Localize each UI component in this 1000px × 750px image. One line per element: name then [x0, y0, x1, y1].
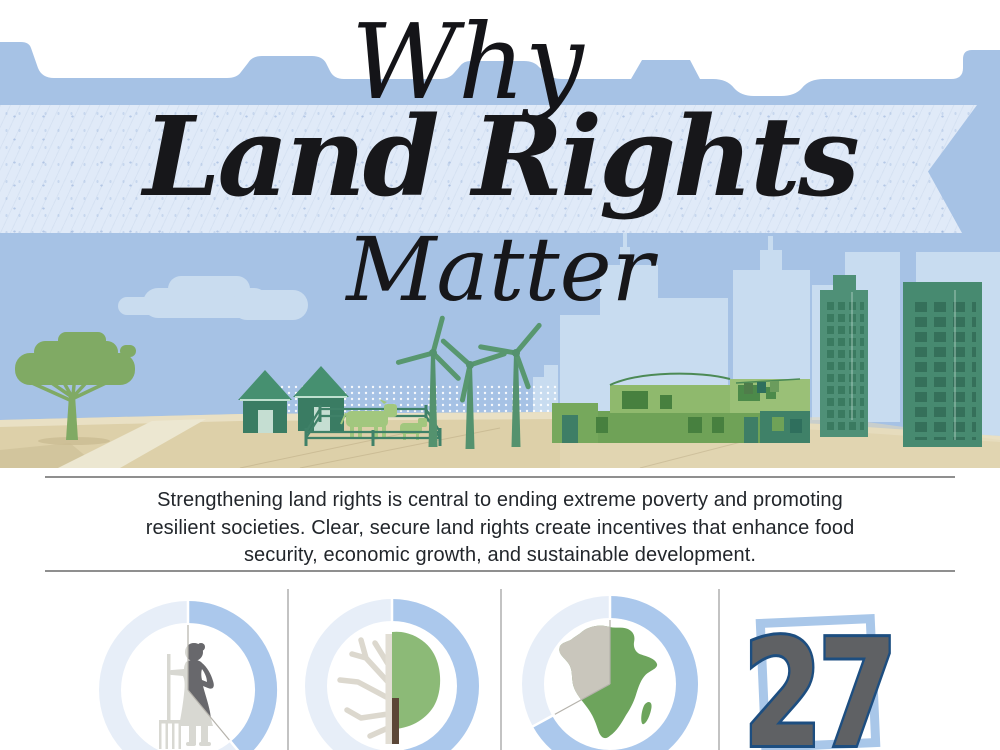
big-number: 27	[743, 608, 893, 750]
stats-divider	[287, 589, 289, 750]
africa-map-icon	[559, 625, 658, 739]
top-torn-edge	[0, 0, 1000, 96]
stat-donut-africa	[522, 595, 698, 750]
wind-turbine-icon	[440, 338, 507, 449]
title-sub: Matter	[346, 218, 654, 321]
title-main: Land Rights	[143, 92, 860, 221]
hut-icon	[238, 370, 292, 433]
divider-bottom	[45, 570, 955, 572]
wind-turbine-icon	[395, 315, 461, 447]
stat-donut-farmer	[99, 599, 277, 750]
settlement-buildings	[552, 372, 810, 443]
wind-turbine-icon	[478, 322, 542, 447]
livestock-pen-front	[304, 428, 442, 446]
stats-divider	[718, 589, 720, 750]
stats-row: 27	[99, 595, 902, 750]
title-why: Why	[351, 1, 584, 123]
apartment-tower	[903, 282, 982, 447]
header-illustration: Why Land Rights Matter	[0, 0, 1000, 468]
cloud	[118, 276, 308, 320]
laundry-line	[735, 378, 801, 394]
intro-line: security, economic growth, and sustainab…	[243, 544, 757, 566]
dirt-road	[58, 419, 206, 468]
intro-paragraph: Strengthening land rights is central to …	[0, 487, 1000, 570]
apartment-tower	[820, 275, 868, 437]
divider-top	[45, 476, 955, 478]
scene-illustration	[0, 233, 1000, 468]
intro-line: Strengthening land rights is central to …	[157, 489, 843, 511]
stat-number: 27	[740, 605, 902, 750]
hut-icon	[293, 366, 349, 431]
woman-farmer-icon	[159, 643, 214, 749]
half-bare-tree-icon	[337, 631, 441, 744]
acacia-tree-icon	[15, 332, 136, 445]
number-frame	[755, 613, 881, 750]
title-banner-ribbon	[0, 105, 977, 233]
stat-donut-tree	[305, 597, 479, 750]
intro-line: resilient societies. Clear, secure land …	[145, 516, 855, 539]
stats-divider	[500, 589, 502, 750]
